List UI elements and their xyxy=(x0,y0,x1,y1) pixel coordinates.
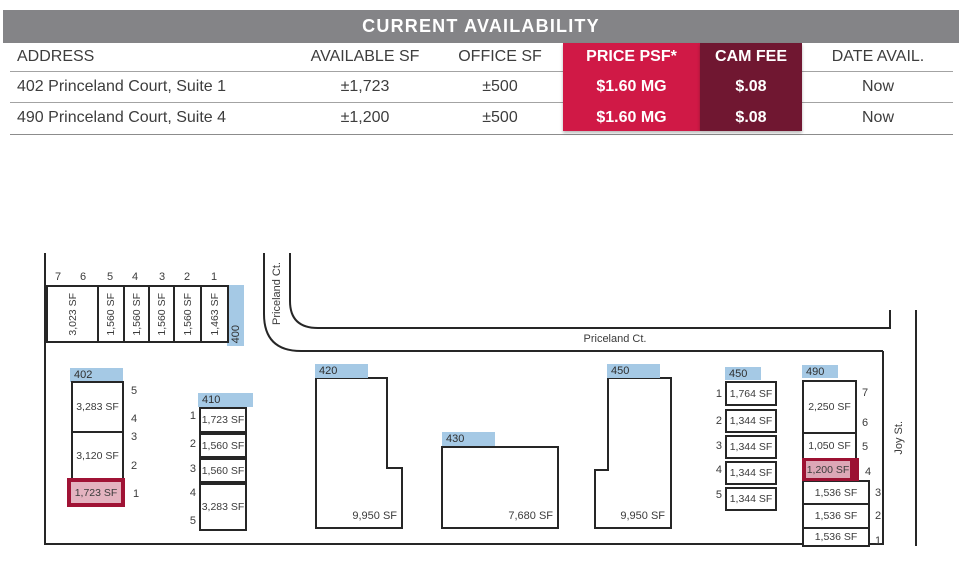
suite-cell: 1,560 SF xyxy=(148,285,175,343)
street-label-priceland-horizontal: Priceland Ct. xyxy=(583,333,647,345)
suite-number: 3 xyxy=(158,271,166,283)
table-divider xyxy=(10,71,953,72)
suite-number: 2 xyxy=(189,438,196,450)
suite-cell: 1,344 SF xyxy=(725,435,777,459)
suite-cell: 1,344 SF xyxy=(725,409,777,433)
row-office-sf: ±500 xyxy=(482,109,518,126)
suite-cell: 3,120 SF xyxy=(71,431,124,481)
suite-cell: 1,344 SF xyxy=(725,487,777,511)
table-divider xyxy=(10,102,953,103)
suite-number: 7 xyxy=(54,271,62,283)
suite-cell: 1,344 SF xyxy=(725,461,777,485)
suite-cell: 1,050 SF xyxy=(802,432,857,460)
building-sf-label: 9,950 SF xyxy=(620,510,665,522)
suite-number: 4 xyxy=(715,464,722,476)
page-title: CURRENT AVAILABILITY xyxy=(3,10,959,43)
suite-number: 4 xyxy=(189,487,196,499)
suite-cell: 1,723 SF xyxy=(199,407,247,433)
suite-number: 5 xyxy=(106,271,114,283)
suite-number: 3 xyxy=(130,431,138,443)
suite-cell: 1,560 SF xyxy=(97,285,125,343)
suite-number: 1 xyxy=(715,388,722,400)
building-sf-label: 9,950 SF xyxy=(352,510,397,522)
priceland-road-outer-edge xyxy=(263,253,883,352)
suite-cell: 3,023 SF xyxy=(46,285,99,343)
suite-cell: 1,764 SF xyxy=(725,381,777,406)
building-label-410: 410 xyxy=(198,393,253,407)
building-label-490: 490 xyxy=(802,365,838,378)
suite-cell: 1,560 SF xyxy=(199,458,247,483)
row-date-avail: Now xyxy=(861,78,894,95)
suite-number: 3 xyxy=(715,440,722,452)
suite-number: 1 xyxy=(132,488,140,500)
row-price-psf: $1.60 MG xyxy=(596,78,667,95)
row-address: 490 Princeland Court, Suite 4 xyxy=(17,109,227,126)
suite-number: 2 xyxy=(874,510,882,522)
suite-number: 5 xyxy=(861,441,869,453)
suite-number: 4 xyxy=(130,413,138,425)
priceland-road-inner-edge xyxy=(289,253,891,329)
suite-number: 6 xyxy=(79,271,87,283)
suite-cell: 1,536 SF xyxy=(802,527,870,547)
row-price-psf: $1.60 MG xyxy=(596,109,667,126)
building-label-450: 450 xyxy=(607,364,660,378)
row-date-avail: Now xyxy=(861,109,894,126)
building-450-outline xyxy=(594,377,672,529)
row-available-sf: ±1,200 xyxy=(340,109,390,126)
suite-number: 7 xyxy=(861,387,869,399)
row-office-sf: ±500 xyxy=(482,78,518,95)
suite-cell: 2,250 SF xyxy=(802,380,857,434)
suite-cell: 3,283 SF xyxy=(199,483,247,531)
column-header-address: ADDRESS xyxy=(17,48,95,65)
row-address: 402 Princeland Court, Suite 1 xyxy=(17,78,227,95)
suite-number: 3 xyxy=(874,487,882,499)
suite-cell: 1,560 SF xyxy=(173,285,202,343)
column-header-cam-fee: CAM FEE xyxy=(715,48,787,65)
suite-number: 1 xyxy=(874,535,882,547)
row-available-sf: ±1,723 xyxy=(340,78,390,95)
building-label-450-suites: 450 xyxy=(725,367,761,380)
suite-cell: 1,560 SF xyxy=(199,433,247,458)
suite-number: 1 xyxy=(189,410,196,422)
building-label-402: 402 xyxy=(70,368,123,382)
column-header-date-avail: DATE AVAIL. xyxy=(831,48,925,65)
suite-number: 5 xyxy=(130,385,138,397)
building-sf-label: 7,680 SF xyxy=(508,510,553,522)
building-label-400: 400 xyxy=(227,285,244,346)
column-header-available-sf: AVAILABLE SF xyxy=(310,48,420,65)
suite-cell: 3,283 SF xyxy=(71,381,124,433)
suite-cell: 1,536 SF xyxy=(802,480,870,505)
suite-number: 2 xyxy=(183,271,191,283)
suite-cell: 1,560 SF xyxy=(123,285,150,343)
price-psf-column-background xyxy=(563,43,700,131)
suite-cell-highlighted: 1,723 SF xyxy=(67,478,125,507)
street-label-priceland-vertical: Priceland Ct. xyxy=(271,261,283,325)
suite-number: 5 xyxy=(715,489,722,501)
suite-number: 2 xyxy=(130,460,138,472)
suite-number: 6 xyxy=(861,417,869,429)
suite-cell: 1,536 SF xyxy=(802,503,870,529)
building-430-outline xyxy=(441,446,559,529)
suite-number: 4 xyxy=(131,271,139,283)
building-label-430: 430 xyxy=(442,432,495,446)
suite-number: 5 xyxy=(189,515,196,527)
street-label-joy: Joy St. xyxy=(893,420,905,455)
table-divider xyxy=(10,134,953,135)
suite-number: 4 xyxy=(864,466,872,478)
suite-cell: 1,463 SF xyxy=(200,285,229,343)
building-420-outline xyxy=(315,377,403,529)
suite-cell-highlighted: 1,200 SF xyxy=(802,458,859,481)
cam-fee-column-background xyxy=(700,43,802,131)
suite-number: 1 xyxy=(210,271,218,283)
row-cam-fee: $.08 xyxy=(735,78,767,95)
building-label-420: 420 xyxy=(315,364,368,378)
column-header-price-psf: PRICE PSF* xyxy=(586,48,677,65)
column-header-office-sf: OFFICE SF xyxy=(458,48,542,65)
row-cam-fee: $.08 xyxy=(735,109,767,126)
suite-number: 3 xyxy=(189,463,196,475)
suite-number: 2 xyxy=(715,415,722,427)
